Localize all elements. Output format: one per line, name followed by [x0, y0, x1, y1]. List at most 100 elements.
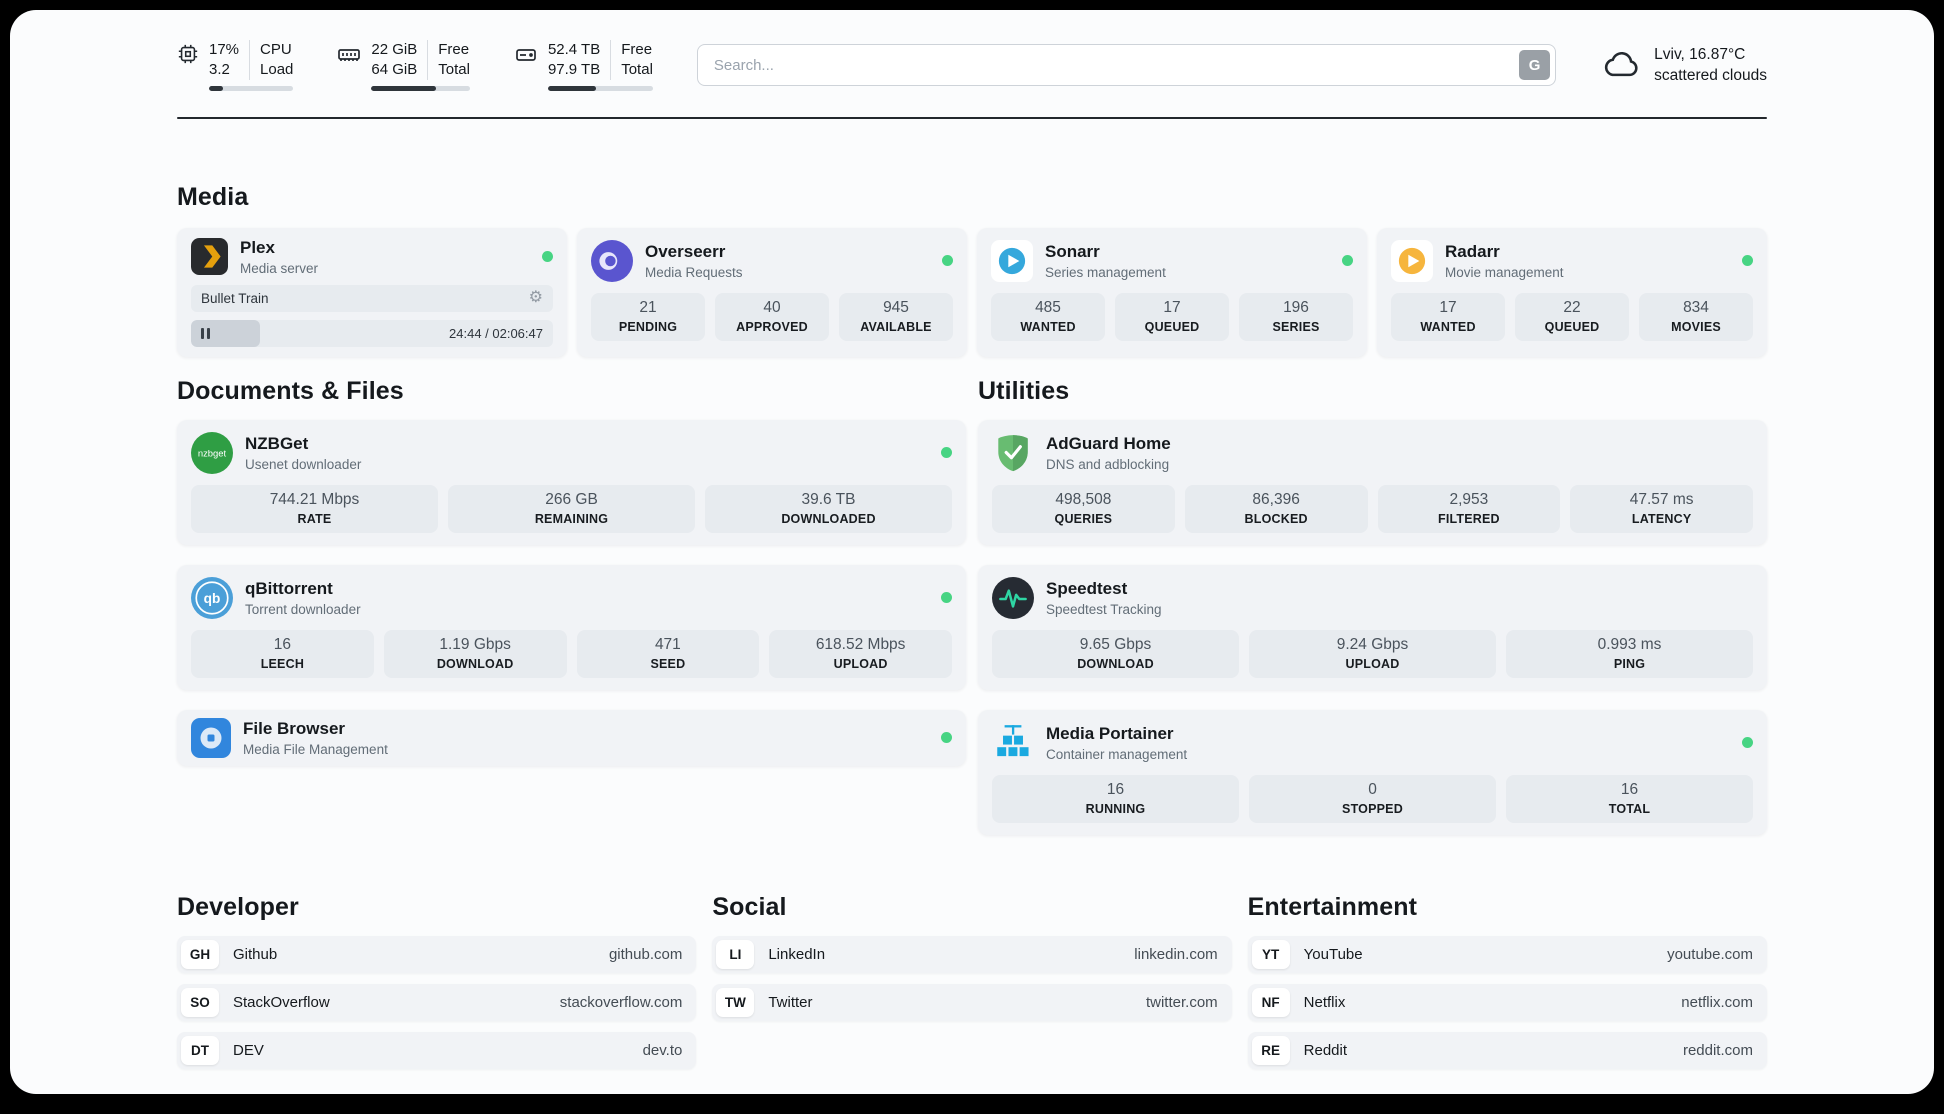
bookmark-name: YouTube [1303, 945, 1363, 963]
search-bar: G [696, 44, 1557, 87]
status-dot [542, 251, 553, 263]
cloud-icon [1600, 46, 1642, 85]
bookmark-dev[interactable]: DT DEV dev.to [177, 1031, 697, 1069]
search-input[interactable] [696, 44, 1557, 87]
weather-location: Lviv, 16.87°C [1654, 45, 1746, 63]
stat-label: MOVIES [1671, 320, 1721, 335]
bookmark-abbr: DT [181, 1035, 219, 1065]
stat-value: 485 [1035, 299, 1061, 317]
stat-box: 0.993 ms PING [1506, 629, 1753, 678]
section-title-developer: Developer [177, 892, 299, 921]
section-title-entertainment: Entertainment [1247, 892, 1418, 921]
bookmark-twitter[interactable]: TW Twitter twitter.com [712, 983, 1232, 1021]
qbittorrent-icon: qb [191, 576, 233, 619]
section-title-utilities: Utilities [978, 376, 1070, 405]
bookmark-netflix[interactable]: NF Netflix netflix.com [1247, 983, 1767, 1021]
plex-card[interactable]: Plex Media server Bullet Train ⚙ 24:44 /… [177, 227, 567, 357]
storage-free: 52.4 TB [547, 41, 601, 58]
sonarr-card[interactable]: Sonarr Series management 485 WANTED 17 QUE… [977, 227, 1367, 357]
now-playing-bar: Bullet Train ⚙ [191, 284, 553, 312]
stat-label: RATE [297, 512, 332, 527]
stat-box: 21 PENDING [591, 292, 705, 341]
weather-widget[interactable]: Lviv, 16.87°C scattered clouds [1600, 44, 1767, 87]
stat-label: SEED [650, 657, 686, 672]
stat-box: 16 TOTAL [1506, 774, 1753, 823]
speedtest-card[interactable]: Speedtest Speedtest Tracking 9.65 Gbps DO… [978, 564, 1767, 690]
cpu-widget: 17% 3.2 CPU Load [177, 40, 294, 91]
app-name: Radarr [1445, 241, 1500, 261]
filebrowser-card[interactable]: File Browser Media File Management [177, 709, 966, 766]
stat-value: 618.52 Mbps [815, 636, 906, 654]
playback-progress-bar[interactable]: 24:44 / 02:06:47 [191, 319, 553, 347]
bookmark-abbr: TW [716, 987, 755, 1017]
stat-value: 2,953 [1449, 491, 1489, 509]
bookmark-url: youtube.com [1667, 945, 1753, 963]
status-dot [942, 255, 953, 267]
stat-box: 22 QUEUED [1515, 292, 1629, 341]
app-subtitle: Media Requests [645, 264, 743, 280]
app-subtitle: Series management [1045, 264, 1166, 280]
bookmark-name: StackOverflow [233, 993, 330, 1011]
stat-label: STOPPED [1342, 802, 1403, 817]
portainer-card[interactable]: Media Portainer Container management 16 R… [978, 709, 1767, 835]
radarr-card[interactable]: Radarr Movie management 17 WANTED 22 QUEUE… [1377, 227, 1767, 357]
bookmark-url: reddit.com [1682, 1041, 1753, 1059]
qbittorrent-card[interactable]: qb qBittorrent Torrent downloader 16 LEEC… [177, 564, 966, 690]
stat-box: 17 WANTED [1391, 292, 1505, 341]
speedtest-icon [992, 576, 1034, 619]
bookmark-name: Reddit [1303, 1041, 1348, 1059]
stat-value: 266 GB [545, 491, 598, 509]
stat-box: 47.57 ms LATENCY [1570, 484, 1753, 533]
bookmark-url: stackoverflow.com [559, 993, 683, 1011]
stat-value: 21 [639, 299, 657, 317]
documents-section: Documents & Files nzbget NZBGet Usenet d… [177, 377, 966, 855]
bookmark-name: Twitter [768, 993, 813, 1011]
stat-value: 39.6 TB [801, 491, 856, 509]
stat-box: 39.6 TB DOWNLOADED [705, 484, 952, 533]
svg-text:nzbget: nzbget [198, 448, 227, 459]
bookmark-stackoverflow[interactable]: SO StackOverflow stackoverflow.com [177, 983, 697, 1021]
stat-label: PENDING [618, 320, 678, 335]
bookmark-abbr: YT [1251, 939, 1290, 969]
plex-icon [191, 238, 228, 276]
adguard-icon [992, 432, 1034, 474]
app-name: File Browser [243, 718, 346, 738]
stat-value: 17 [1163, 299, 1181, 317]
bookmark-reddit[interactable]: RE Reddit reddit.com [1247, 1031, 1767, 1069]
stat-value: 40 [763, 299, 781, 317]
sonarr-icon [991, 239, 1033, 282]
cpu-progress-bar [209, 85, 294, 91]
stat-label: UPLOAD [833, 657, 888, 672]
status-dot [1742, 255, 1753, 267]
memory-label-top: Free [438, 41, 470, 58]
gear-icon[interactable]: ⚙ [528, 289, 543, 307]
bookmark-linkedin[interactable]: LI LinkedIn linkedin.com [712, 935, 1232, 973]
disk-icon [514, 43, 538, 67]
nzbget-card[interactable]: nzbget NZBGet Usenet downloader 744.21 M… [177, 419, 966, 545]
app-name: Media Portainer [1046, 723, 1174, 743]
app-subtitle: Torrent downloader [245, 601, 361, 617]
dashboard-page: 17% 3.2 CPU Load 22 GiB [10, 10, 1934, 1094]
app-name: NZBGet [245, 433, 309, 453]
cpu-label-top: CPU [260, 41, 292, 58]
status-dot [1742, 737, 1753, 749]
stat-value: 1.19 Gbps [439, 636, 511, 654]
pause-icon[interactable] [201, 327, 210, 339]
app-subtitle: Container management [1046, 746, 1188, 762]
overseerr-card[interactable]: Overseerr Media Requests 21 PENDING 40 APP… [577, 227, 967, 357]
bookmark-youtube[interactable]: YT YouTube youtube.com [1247, 935, 1767, 973]
ram-icon [337, 43, 361, 67]
bookmark-abbr: NF [1251, 987, 1290, 1017]
adguard-card[interactable]: AdGuard Home DNS and adblocking 498,508 Q… [978, 419, 1767, 545]
status-dot [941, 447, 952, 459]
stat-value: 834 [1683, 299, 1709, 317]
overseerr-icon [591, 239, 633, 282]
stat-value: 9.65 Gbps [1079, 636, 1152, 654]
stat-box: 834 MOVIES [1639, 292, 1753, 341]
search-engine-button[interactable]: G [1519, 50, 1551, 81]
stat-box: 40 APPROVED [715, 292, 829, 341]
bookmark-github[interactable]: GH Github github.com [177, 935, 697, 973]
app-subtitle: Media File Management [243, 741, 388, 757]
bookmark-url: linkedin.com [1134, 945, 1218, 963]
cpu-icon [177, 43, 199, 65]
